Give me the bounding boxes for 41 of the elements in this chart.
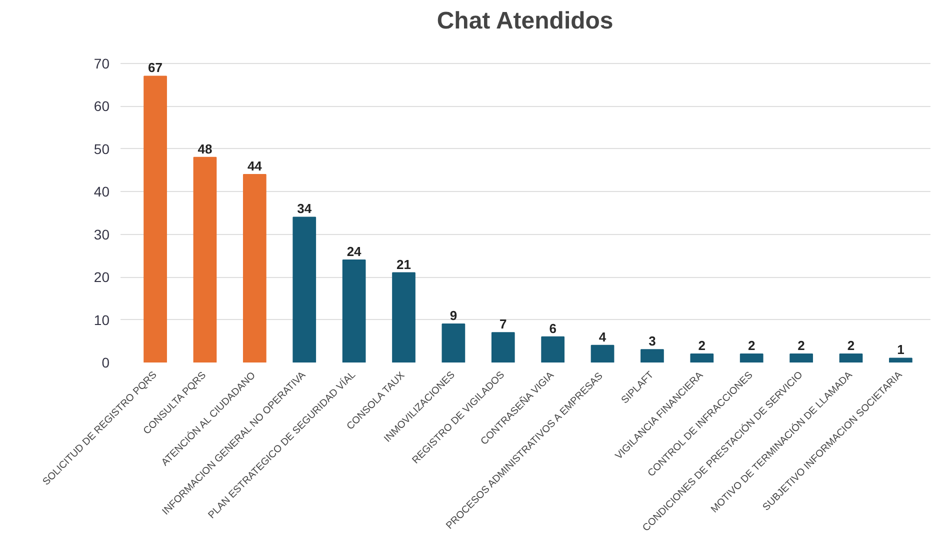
data-label: 1 — [897, 342, 904, 358]
y-tick-label: 40 — [94, 184, 110, 200]
y-tick-label: 10 — [94, 312, 110, 328]
y-tick-label: 0 — [102, 354, 110, 370]
bar — [740, 353, 764, 362]
bar — [342, 259, 366, 362]
data-label: 4 — [598, 329, 607, 344]
bar — [889, 358, 912, 362]
data-label: 48 — [198, 141, 212, 156]
data-label: 2 — [748, 338, 756, 353]
data-label: 2 — [847, 338, 855, 353]
y-tick-label: 20 — [94, 269, 110, 286]
y-tick-label: 50 — [94, 140, 110, 157]
bar — [442, 324, 466, 362]
data-label: 9 — [450, 308, 458, 324]
bar — [144, 76, 167, 362]
data-label: 67 — [148, 60, 163, 76]
bar — [690, 353, 714, 362]
bar — [790, 353, 813, 362]
bar — [640, 349, 664, 362]
bar — [292, 216, 316, 362]
data-label: 7 — [500, 316, 507, 332]
data-label: 2 — [798, 338, 805, 353]
data-label: 21 — [396, 256, 411, 272]
bar — [392, 272, 416, 362]
bar — [193, 156, 217, 362]
y-tick-label: 60 — [94, 98, 110, 114]
data-label: 6 — [549, 320, 556, 336]
data-label: 34 — [297, 201, 312, 216]
y-tick-label: 70 — [94, 55, 110, 72]
data-label: 24 — [346, 244, 362, 259]
y-tick-label: 30 — [94, 226, 110, 242]
bar — [839, 353, 863, 362]
chart-title: Chat Atendidos — [436, 8, 614, 34]
bar — [242, 174, 266, 362]
data-label: 3 — [648, 334, 656, 349]
data-label: 44 — [247, 158, 263, 174]
bar — [541, 336, 565, 362]
data-label: 2 — [698, 338, 706, 353]
bar — [590, 344, 614, 362]
bar — [491, 332, 515, 362]
